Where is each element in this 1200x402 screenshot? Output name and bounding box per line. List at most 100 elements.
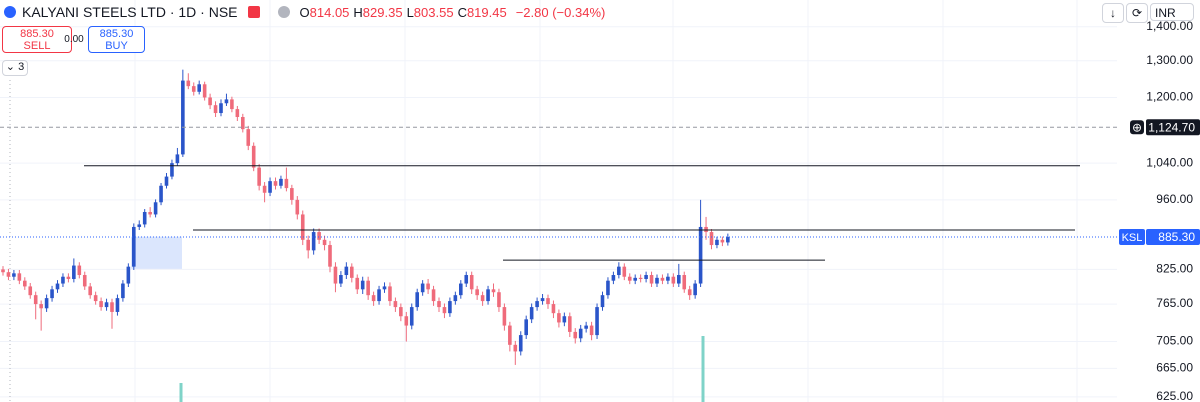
candle-body — [322, 239, 327, 246]
candle-body — [633, 277, 637, 281]
candle-body — [660, 277, 665, 281]
candle-body — [366, 280, 370, 296]
candle-body — [627, 276, 632, 281]
candle-body — [448, 301, 452, 314]
candle-body — [529, 307, 534, 320]
candle-body — [300, 214, 305, 240]
y-tick-label: 1,400.00 — [1146, 19, 1193, 33]
symbol-badge — [1119, 229, 1145, 246]
candle-body — [295, 199, 300, 215]
candle-body — [469, 275, 474, 290]
download-button[interactable]: ↓ — [1102, 3, 1124, 23]
candle-body — [524, 319, 528, 336]
candle-body — [693, 283, 697, 296]
candle-body — [317, 232, 321, 240]
y-tick-label: 825.00 — [1156, 262, 1193, 276]
candle-body — [181, 80, 185, 155]
candle-body — [589, 325, 594, 336]
collapse-icon[interactable] — [277, 6, 290, 18]
candle-body — [230, 99, 234, 110]
candle-body — [197, 84, 201, 92]
candle-body — [50, 289, 54, 299]
candle-body — [600, 295, 605, 308]
candle-body — [191, 86, 196, 92]
symbol-icon — [4, 6, 16, 18]
candle-body — [61, 276, 65, 284]
symbol[interactable]: KALYANI STEELS LTD · 1D · NSE — [22, 4, 238, 20]
candle-body — [360, 280, 365, 290]
candle-body — [208, 97, 212, 106]
refresh-button[interactable]: ⟳ — [1126, 3, 1148, 23]
candle-body — [546, 298, 550, 305]
candle-body — [175, 154, 180, 164]
candle-body — [17, 273, 22, 281]
candle-body — [649, 275, 654, 284]
candle-body — [273, 181, 278, 186]
candle-body — [235, 109, 240, 118]
candle-body — [677, 275, 681, 284]
sell-button[interactable]: 885.30 SELL — [2, 26, 72, 53]
y-tick-label: 665.00 — [1156, 361, 1193, 375]
candle-body — [644, 275, 648, 279]
candle-body — [44, 298, 49, 309]
candle-body — [431, 289, 436, 302]
candle-body — [202, 84, 207, 98]
candle-body — [622, 266, 627, 277]
candle-body — [497, 292, 501, 308]
candle-body — [88, 286, 92, 296]
candle-body — [682, 275, 687, 290]
candle-body — [262, 185, 267, 193]
candle-body — [377, 289, 381, 302]
candle-body — [464, 275, 469, 284]
candle-body — [518, 335, 523, 352]
y-tick-label: 960.00 — [1156, 192, 1193, 206]
ohlc-key: O — [299, 4, 310, 20]
candle-body — [339, 275, 343, 284]
volume-bar — [179, 383, 183, 402]
candle-body — [39, 304, 43, 309]
flag-icon[interactable] — [247, 6, 260, 18]
candle-body — [66, 276, 71, 279]
add-button-icon: ⊕ — [1132, 120, 1142, 134]
candle-body — [219, 103, 223, 114]
candle-body — [442, 307, 447, 314]
candle-body — [382, 286, 387, 290]
price-zone — [131, 236, 182, 269]
candle-body — [224, 99, 229, 104]
candle-body — [486, 289, 490, 302]
candle-body — [241, 117, 245, 130]
y-tick-label: 1,040.00 — [1146, 155, 1193, 169]
candle-body — [513, 344, 518, 352]
candle-body — [584, 325, 588, 329]
candle-body — [72, 265, 76, 279]
candle-body — [578, 328, 583, 339]
candle-body — [55, 283, 60, 290]
candle-body — [311, 232, 316, 251]
candle-body — [715, 239, 719, 246]
candle-body — [540, 298, 545, 302]
candle-body — [508, 325, 512, 345]
candle-body — [475, 289, 479, 296]
add-button — [1130, 120, 1144, 135]
y-tick-label: 1,200.00 — [1146, 90, 1193, 104]
candle-body — [420, 283, 425, 293]
currency[interactable]: INR — [1150, 3, 1194, 21]
candle-body — [557, 313, 561, 323]
candle-body — [617, 266, 621, 276]
candle-body — [388, 286, 392, 302]
ohlc-key: H — [353, 4, 363, 20]
candle-body — [551, 304, 556, 314]
candle-body — [6, 272, 11, 277]
ohlc-value: 803.55 — [413, 4, 454, 20]
candle-body — [437, 301, 441, 308]
candle-body — [409, 307, 414, 326]
indicators-toggle[interactable]: ⌄ 3 — [2, 60, 28, 76]
candle-body — [404, 316, 409, 326]
buy-button[interactable]: 885.30 BUY — [88, 26, 145, 53]
candle-body — [279, 178, 283, 186]
candle-body — [535, 301, 539, 308]
indicator-count: 3 — [18, 61, 25, 73]
candle-body — [115, 298, 120, 312]
